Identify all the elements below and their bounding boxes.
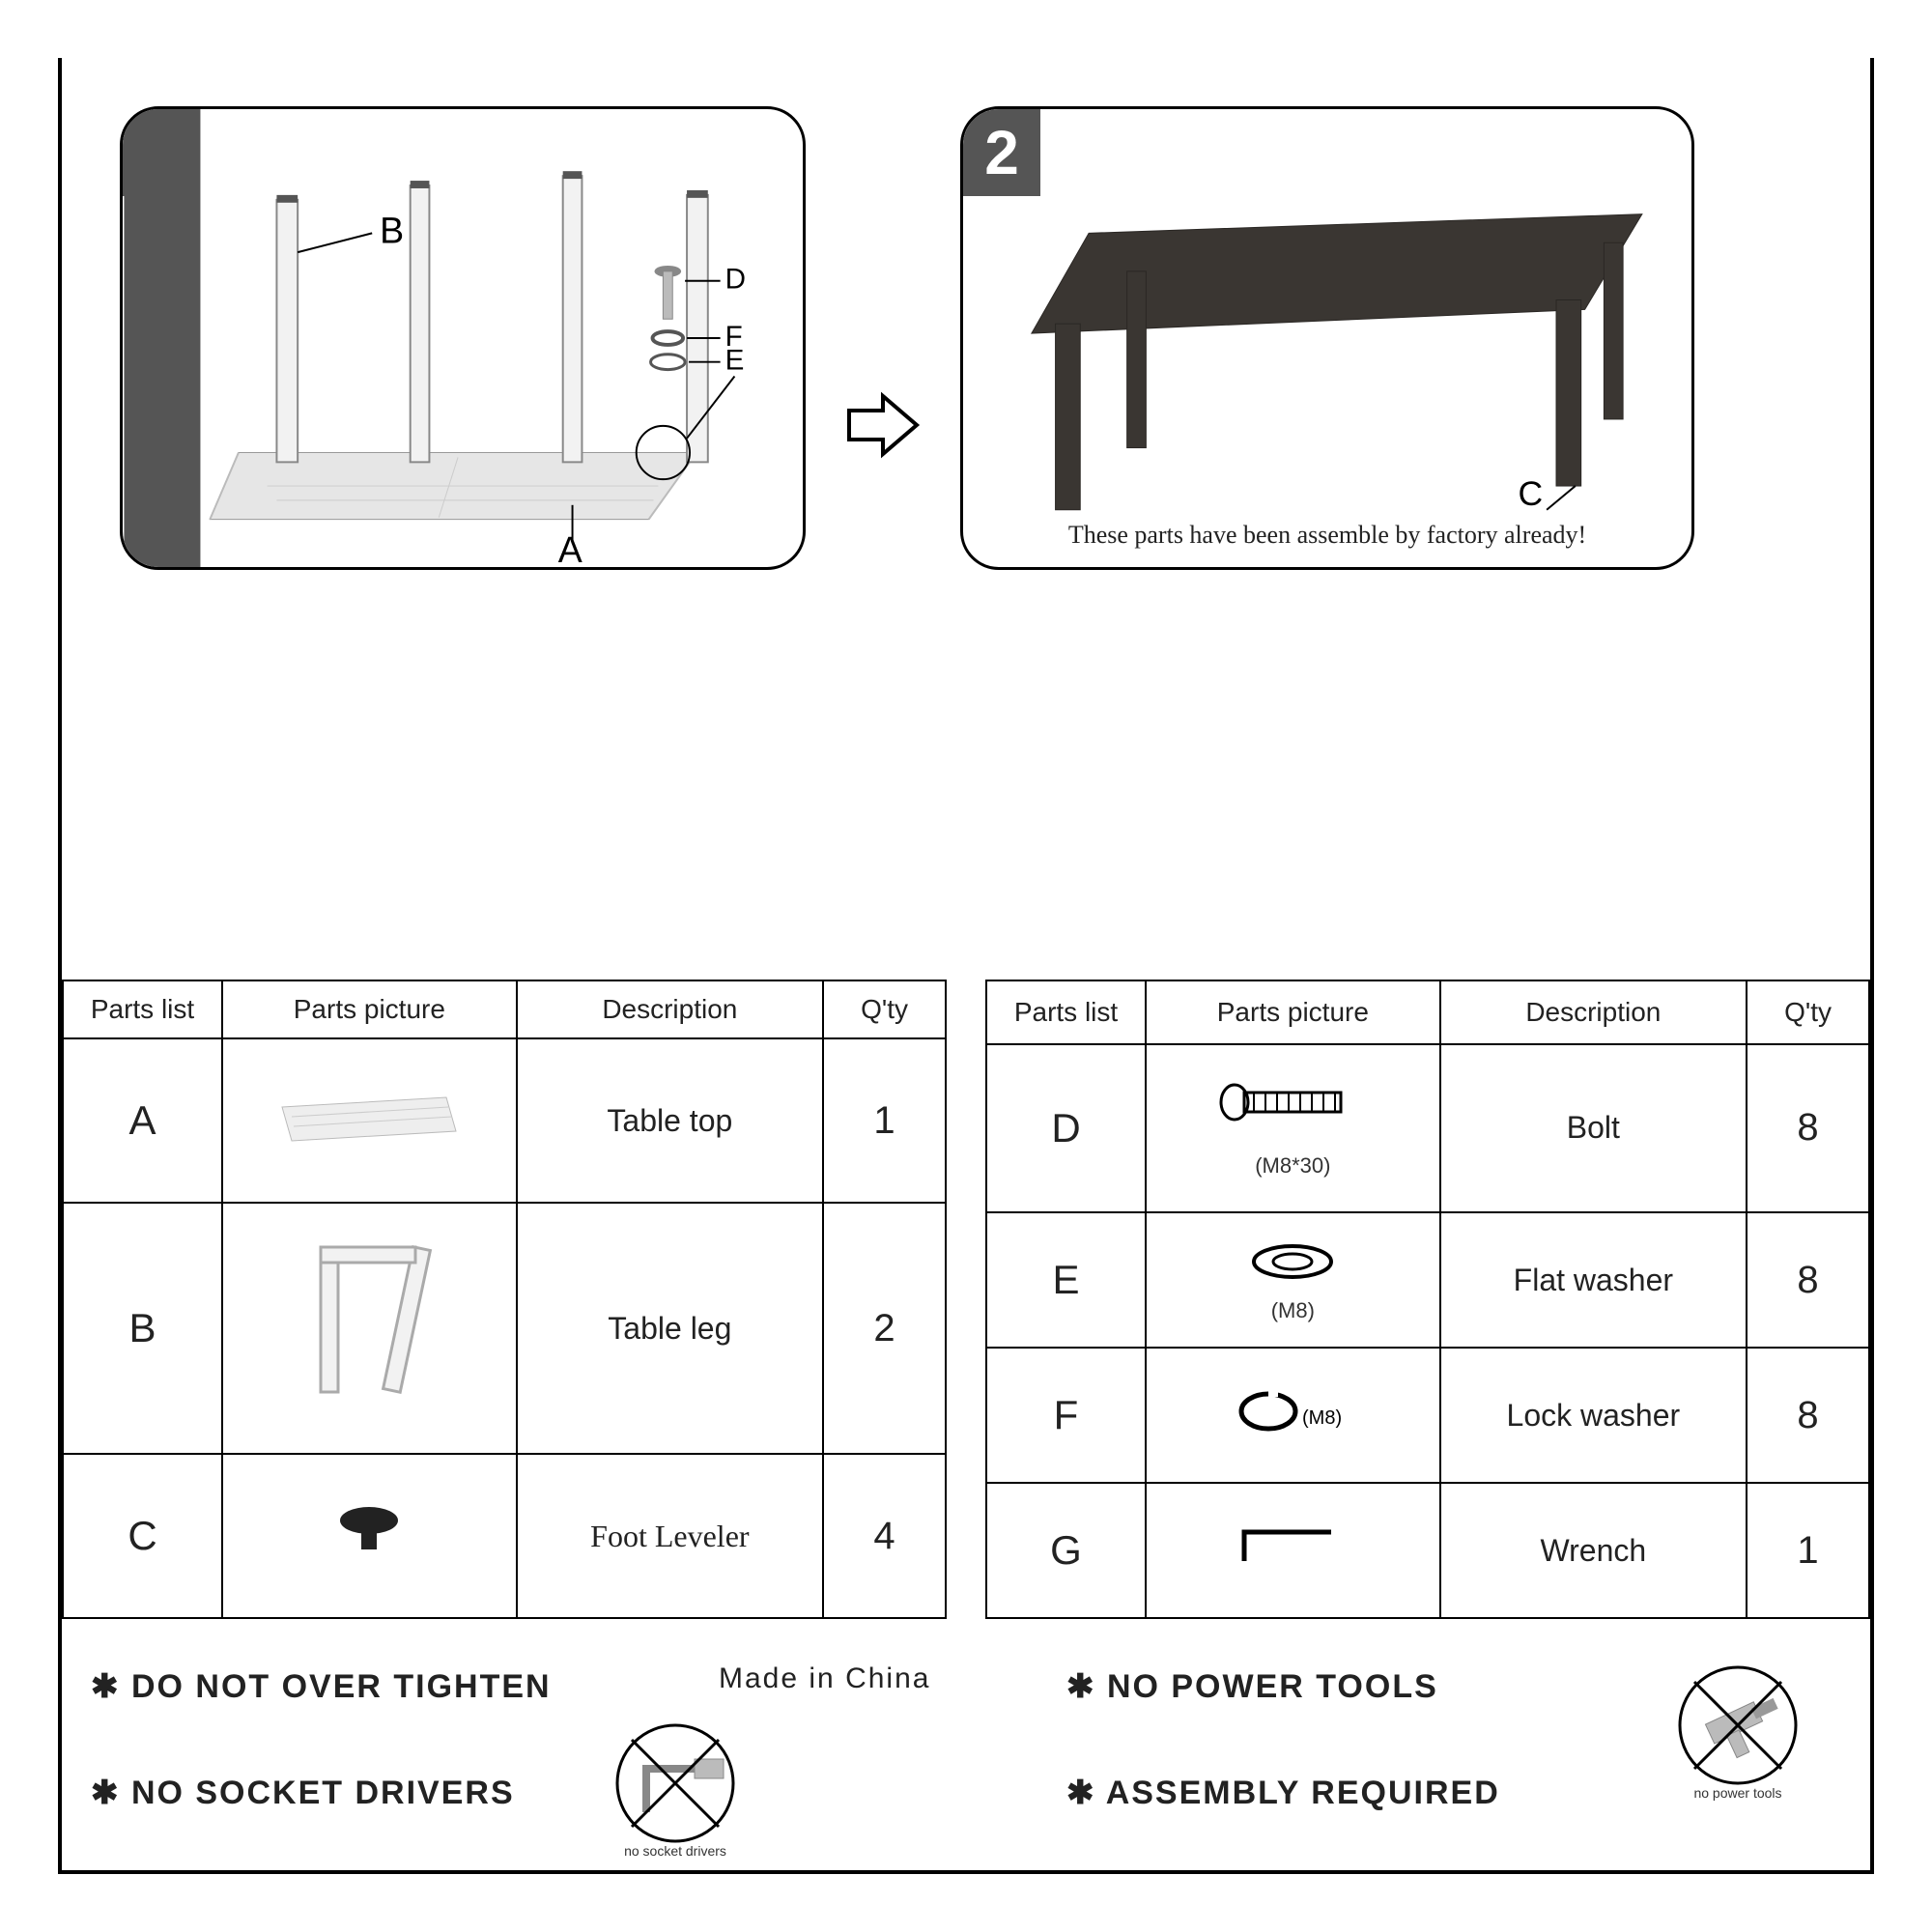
cell-qty: 8	[1747, 1212, 1869, 1348]
row-f: F (M8) Lock washer 8	[986, 1348, 1869, 1483]
th-parts-picture: Parts picture	[1146, 980, 1440, 1044]
flatwasher-icon	[1235, 1237, 1350, 1291]
cell-qty: 2	[823, 1203, 946, 1454]
cell-qty: 8	[1747, 1348, 1869, 1483]
cell-desc: Flat washer	[1440, 1212, 1747, 1348]
warn-text: NO POWER TOOLS	[1107, 1668, 1438, 1705]
cell-qty: 8	[1747, 1044, 1869, 1213]
row-a: A Table top 1	[63, 1038, 946, 1203]
row-g: G Wrench 1	[986, 1483, 1869, 1618]
row-c: C Foot Leveler 4	[63, 1454, 946, 1618]
step-1-illustration: B A D F E	[123, 109, 803, 567]
page: 1	[58, 58, 1874, 1874]
cell-pic-e: (M8)	[1146, 1212, 1440, 1348]
cell-id: D	[986, 1044, 1146, 1213]
th-description: Description	[1440, 980, 1747, 1044]
tableleg-icon	[282, 1228, 456, 1421]
cell-id: G	[986, 1483, 1146, 1618]
th-description: Description	[517, 980, 823, 1038]
wrench-icon	[1225, 1518, 1360, 1576]
cell-desc: Table top	[517, 1038, 823, 1203]
cell-desc: Table leg	[517, 1203, 823, 1454]
cell-pic-b	[222, 1203, 517, 1454]
cell-id: C	[63, 1454, 222, 1618]
parts-tables: Parts list Parts picture Description Q't…	[62, 980, 1870, 1619]
th-parts-list: Parts list	[63, 980, 222, 1038]
factory-note: These parts have been assemble by factor…	[963, 521, 1691, 550]
th-qty: Q'ty	[1747, 980, 1869, 1044]
table-header-row: Parts list Parts picture Description Q't…	[63, 980, 946, 1038]
cap-socket: no socket drivers	[624, 1843, 726, 1859]
cap-power: no power tools	[1693, 1785, 1781, 1801]
cell-pic-a	[222, 1038, 517, 1203]
sub-d: (M8*30)	[1147, 1153, 1439, 1179]
sub-e: (M8)	[1147, 1298, 1439, 1323]
cell-pic-c	[222, 1454, 517, 1618]
th-parts-list: Parts list	[986, 980, 1146, 1044]
cell-id: B	[63, 1203, 222, 1454]
warn-assembly: ✱ ASSEMBLY REQUIRED	[1066, 1774, 1500, 1812]
step-1-panel: 1	[120, 106, 806, 570]
cell-qty: 1	[823, 1038, 946, 1203]
svg-text:(M8): (M8)	[1302, 1407, 1342, 1429]
cell-desc: Bolt	[1440, 1044, 1747, 1213]
warn-text: DO NOT OVER TIGHTEN	[131, 1668, 552, 1705]
th-qty: Q'ty	[823, 980, 946, 1038]
cell-id: A	[63, 1038, 222, 1203]
cell-pic-d: (M8*30)	[1146, 1044, 1440, 1213]
no-power-icon: no power tools	[1665, 1658, 1810, 1803]
warn-overtighten: ✱ DO NOT OVER TIGHTEN	[91, 1667, 552, 1706]
cell-pic-g	[1146, 1483, 1440, 1618]
warnings-area: ✱ DO NOT OVER TIGHTEN ✱ NO SOCKET DRIVER…	[62, 1638, 1870, 1870]
parts-table-right: Parts list Parts picture Description Q't…	[985, 980, 1870, 1619]
warn-socket: ✱ NO SOCKET DRIVERS	[91, 1774, 515, 1812]
footleveler-icon	[321, 1493, 417, 1571]
cell-desc: Lock washer	[1440, 1348, 1747, 1483]
label-a: A	[558, 529, 582, 567]
label-c: C	[1519, 474, 1544, 513]
arrow-icon	[844, 386, 922, 464]
cell-qty: 4	[823, 1454, 946, 1618]
cell-desc: Wrench	[1440, 1483, 1747, 1618]
row-e: E (M8) Flat washer 8	[986, 1212, 1869, 1348]
warn-text: ASSEMBLY REQUIRED	[1106, 1775, 1500, 1811]
cell-id: E	[986, 1212, 1146, 1348]
warn-power: ✱ NO POWER TOOLS	[1066, 1667, 1438, 1706]
cell-pic-f: (M8)	[1146, 1348, 1440, 1483]
warn-text: NO SOCKET DRIVERS	[131, 1775, 515, 1811]
step-2-illustration: C	[963, 109, 1691, 567]
steps-row: 1	[62, 58, 1870, 609]
parts-table-left: Parts list Parts picture Description Q't…	[62, 980, 947, 1619]
cell-desc: Foot Leveler	[517, 1454, 823, 1618]
made-in: Made in China	[719, 1662, 930, 1695]
label-e: E	[725, 345, 745, 377]
bolt-icon	[1215, 1078, 1370, 1146]
lockwasher-icon: (M8)	[1220, 1385, 1365, 1438]
no-socket-icon: no socket drivers	[603, 1716, 748, 1861]
row-b: B Table leg 2	[63, 1203, 946, 1454]
label-d: D	[725, 264, 746, 296]
th-parts-picture: Parts picture	[222, 980, 517, 1038]
step-2-number: 2	[963, 109, 1040, 196]
step-2-panel: 2 C These parts have been assemble by fa…	[960, 106, 1694, 570]
row-d: D (M8*30) Bolt 8	[986, 1044, 1869, 1213]
cell-qty: 1	[1747, 1483, 1869, 1618]
tabletop-icon	[272, 1078, 466, 1155]
table-header-row: Parts list Parts picture Description Q't…	[986, 980, 1869, 1044]
cell-id: F	[986, 1348, 1146, 1483]
label-b: B	[380, 210, 404, 250]
